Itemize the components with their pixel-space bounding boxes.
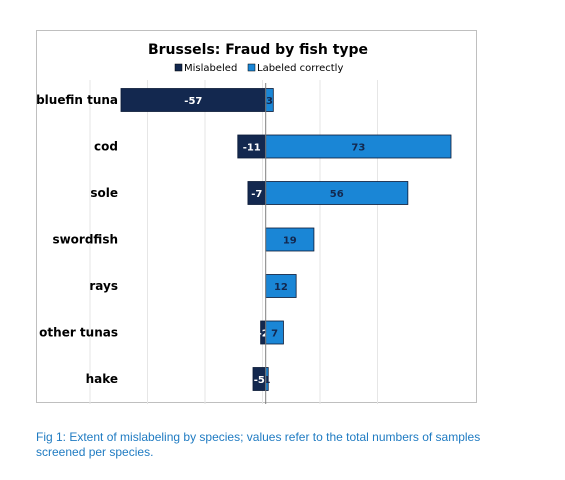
legend-label: Mislabeled (184, 63, 237, 74)
data-label: -2 (258, 329, 269, 340)
chart-svg: Brussels: Fraud by fish type Mislabeled La… (37, 42, 452, 404)
data-label: -7 (251, 189, 262, 200)
data-label: 12 (274, 282, 288, 293)
legend-swatch (174, 63, 183, 72)
data-label: 3 (266, 96, 273, 107)
data-label: -11 (243, 143, 261, 154)
data-label: -5 (254, 375, 265, 386)
category-label: swordfish (52, 233, 118, 247)
chart-title: Brussels: Fraud by fish type (148, 42, 368, 58)
category-label: cod (94, 140, 118, 154)
legend-swatch (247, 63, 256, 72)
data-label: 7 (271, 329, 278, 340)
category-label: sole (90, 186, 118, 200)
chart-frame: Brussels: Fraud by fish type Mislabeled La… (36, 30, 477, 404)
category-label: hake (86, 372, 118, 386)
figure-caption: Fig 1: Extent of mislabeling by species;… (36, 430, 481, 459)
category-label: bluefin tuna (37, 93, 118, 107)
data-label: 19 (283, 236, 297, 247)
data-label: 1 (263, 375, 270, 386)
category-label: other tunas (39, 326, 118, 340)
legend-label: Labeled correctly (257, 63, 343, 74)
data-label: -57 (184, 96, 202, 107)
data-label: 56 (330, 189, 344, 200)
category-label: rays (89, 279, 118, 293)
data-label: 73 (351, 143, 365, 154)
